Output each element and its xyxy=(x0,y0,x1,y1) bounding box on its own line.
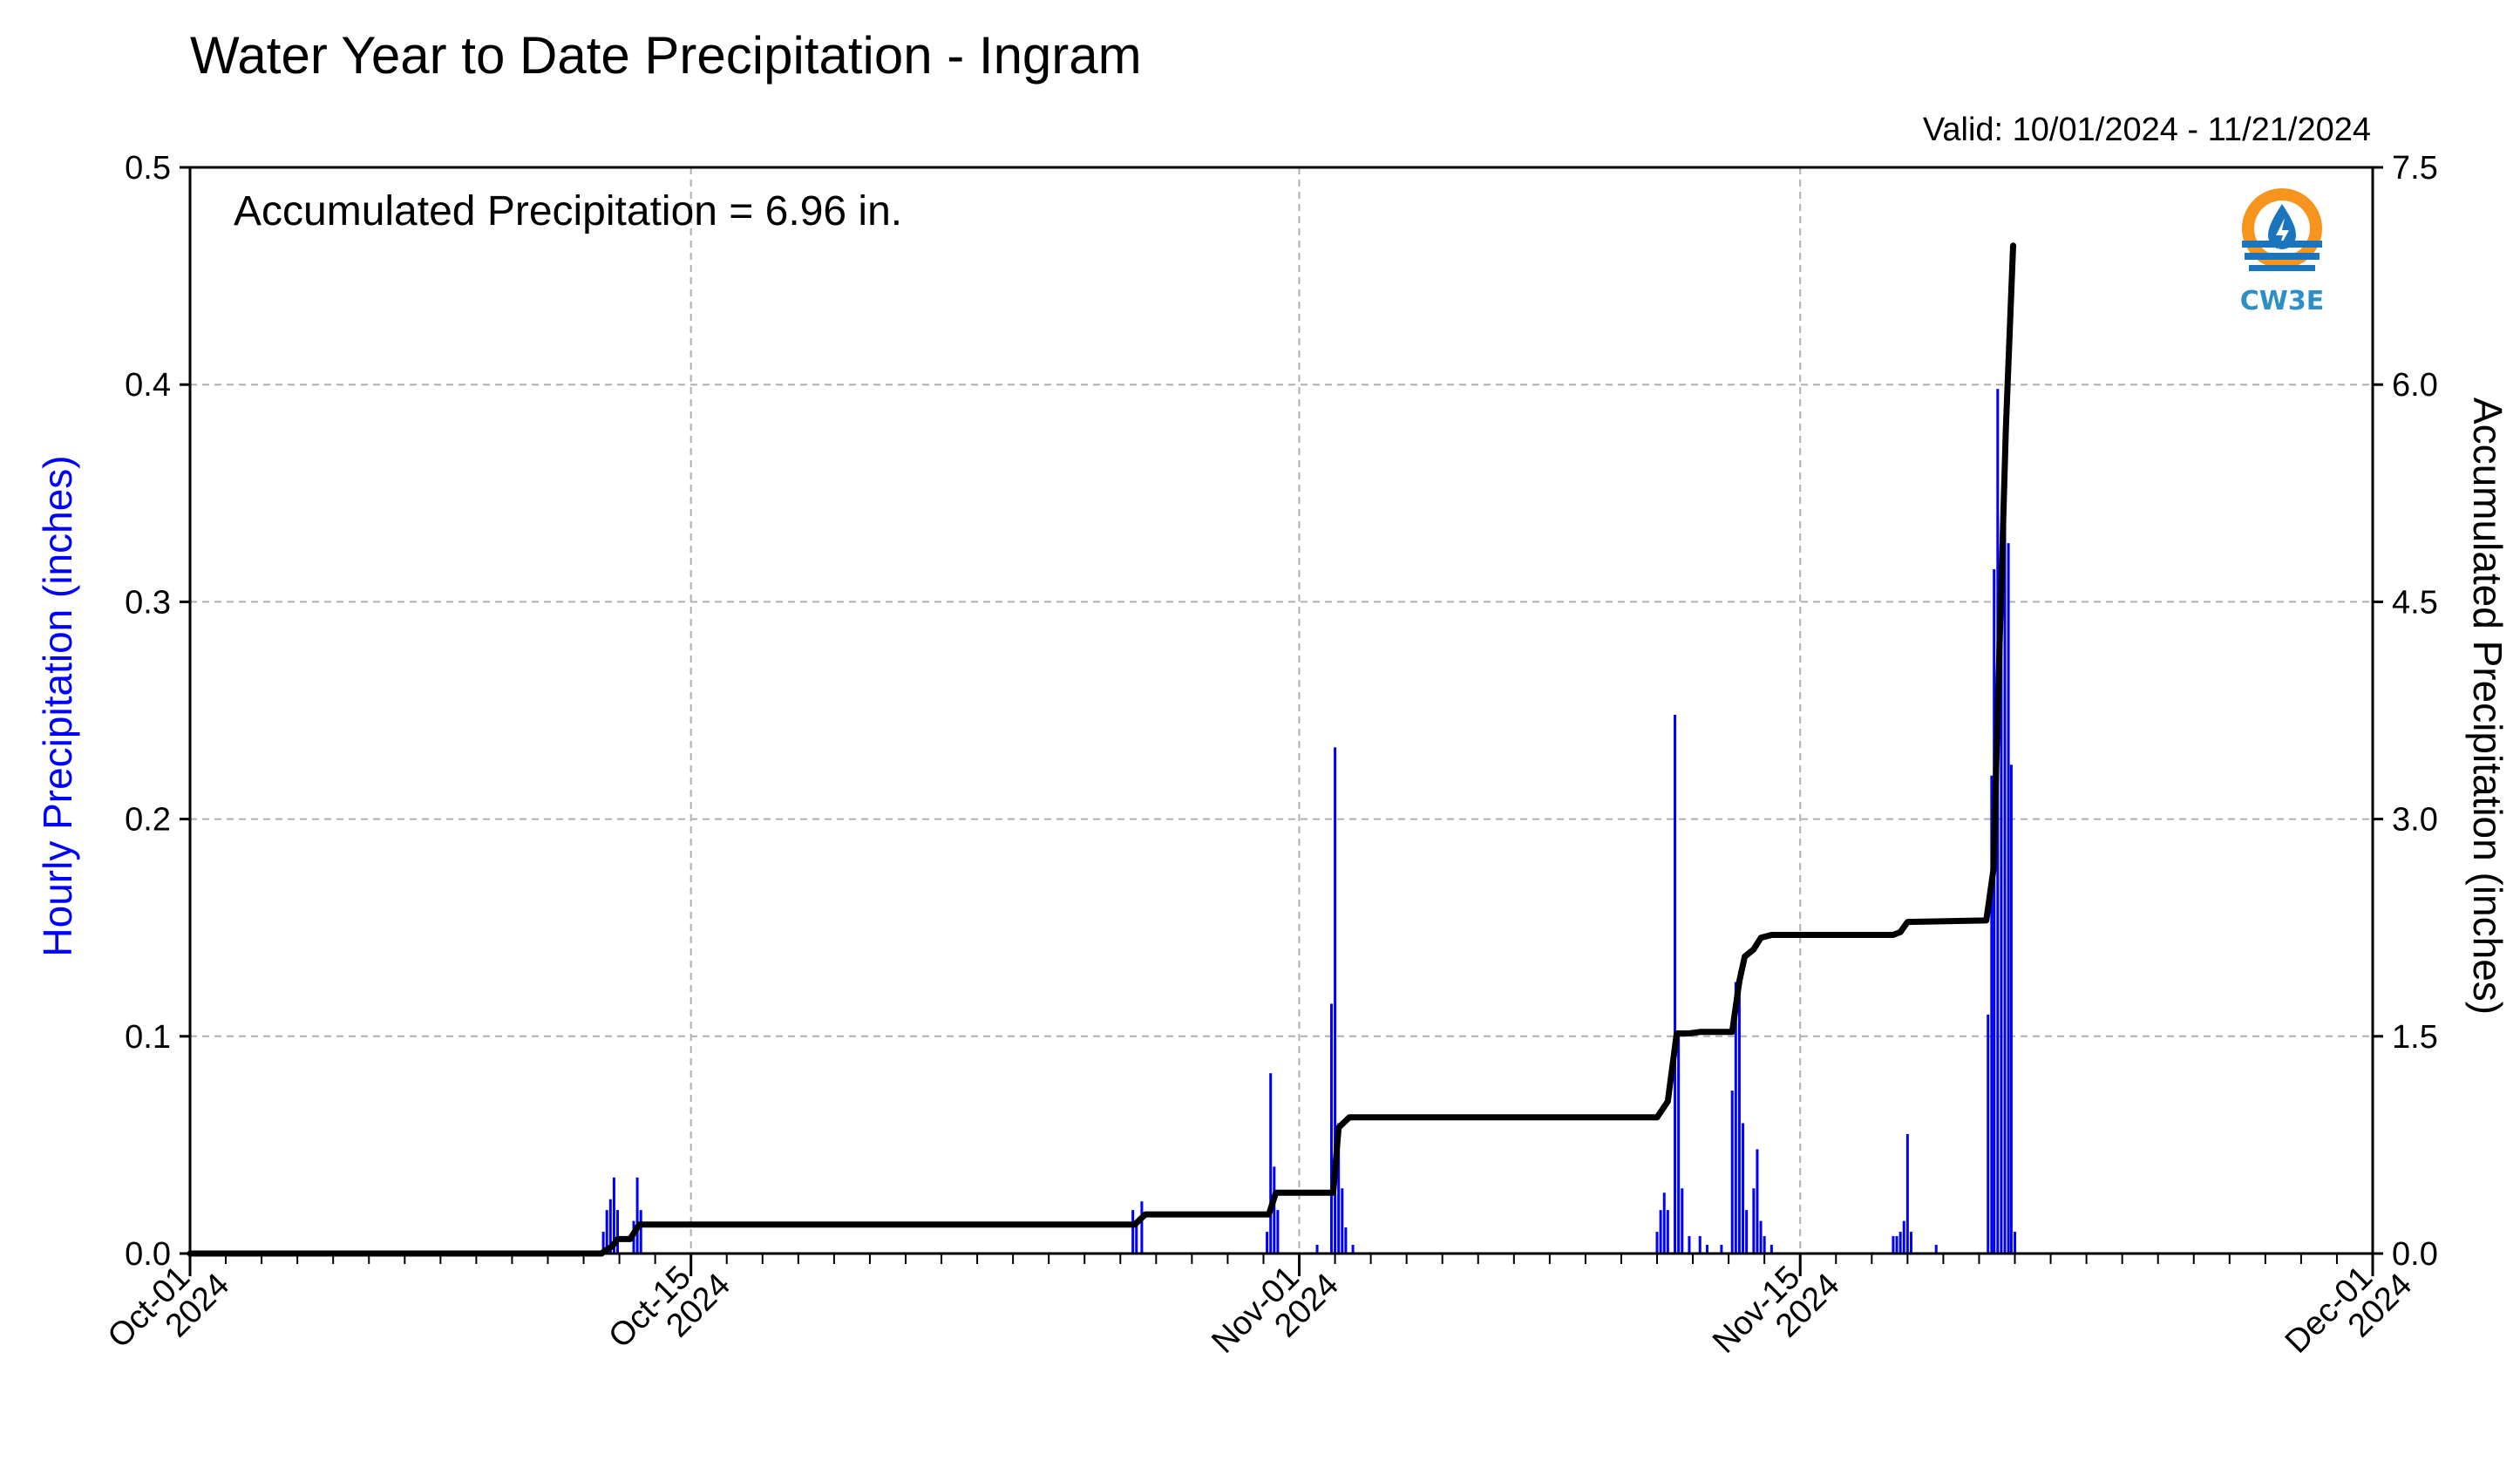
y-right-tick-label: 4.5 xyxy=(2392,584,2438,621)
hourly-bar xyxy=(1905,1133,1909,1254)
hourly-bar xyxy=(2014,1232,2017,1254)
hourly-bar xyxy=(1895,1236,1898,1254)
y-left-tick-label: 0.2 xyxy=(125,802,171,839)
hourly-bar xyxy=(1742,1123,1745,1254)
hourly-bar xyxy=(1720,1245,1723,1254)
hourly-bar xyxy=(1934,1245,1938,1254)
hourly-bar xyxy=(1273,1166,1276,1254)
hourly-bar xyxy=(1745,1210,1749,1254)
hourly-bar xyxy=(1993,569,1996,1254)
hourly-bar xyxy=(1752,1188,1756,1254)
hourly-bar xyxy=(1677,1036,1681,1254)
hourly-bar xyxy=(601,1232,605,1254)
y-right-tick-label: 6.0 xyxy=(2392,367,2438,404)
hourly-bar xyxy=(1698,1236,1702,1254)
hourly-bar xyxy=(1990,775,1994,1254)
y-left-tick-label: 0.4 xyxy=(125,367,171,404)
hourly-bar xyxy=(1759,1220,1763,1254)
hourly-bar xyxy=(1756,1149,1759,1254)
y-left-tick-label: 0.3 xyxy=(125,584,171,621)
grid xyxy=(190,167,2373,1254)
hourly-bar xyxy=(1902,1220,1905,1254)
hourly-bar xyxy=(605,1210,608,1254)
hourly-bar xyxy=(1276,1210,1280,1254)
hourly-bar xyxy=(1655,1232,1659,1254)
logo-bolt-icon xyxy=(2276,218,2289,249)
hourly-bar xyxy=(1266,1232,1269,1254)
hourly-bar xyxy=(2007,543,2010,1254)
hourly-bar xyxy=(612,1177,615,1254)
hourly-bar xyxy=(1763,1236,1766,1254)
chart-title: Water Year to Date Precipitation - Ingra… xyxy=(190,26,1142,85)
logo-wave-1 xyxy=(2242,241,2322,248)
y-right-tick-label: 0.0 xyxy=(2392,1236,2438,1273)
hourly-bar xyxy=(1315,1245,1319,1254)
hourly-bar xyxy=(1329,1003,1333,1254)
cw3e-logo: CW3E xyxy=(2240,188,2324,316)
hourly-bar xyxy=(1737,971,1741,1254)
hourly-bar xyxy=(2000,601,2003,1254)
hourly-bar xyxy=(639,1210,642,1254)
valid-date-range: Valid: 10/01/2024 - 11/21/2024 xyxy=(1923,112,2371,148)
hourly-bar xyxy=(1705,1245,1708,1254)
hourly-bar xyxy=(1898,1232,1902,1254)
accumulated-precipitation-line-group xyxy=(187,242,2016,1257)
y-right-tick-label: 7.5 xyxy=(2392,150,2438,187)
hourly-bar xyxy=(1688,1236,1691,1254)
y-axis-right-label: Accumulated Precipitation (inches) xyxy=(2465,398,2510,1015)
hourly-bar xyxy=(1734,982,1737,1254)
accumulated-total-annotation: Accumulated Precipitation = 6.96 in. xyxy=(234,188,902,234)
hourly-bar xyxy=(1892,1236,1895,1254)
y-left-tick-label: 0.5 xyxy=(125,150,171,187)
hourly-bar xyxy=(1344,1227,1348,1254)
hourly-bar xyxy=(2003,519,2007,1254)
hourly-bar xyxy=(1351,1245,1355,1254)
plot-frame xyxy=(188,166,2374,1255)
y-left-tick-label: 0.1 xyxy=(125,1019,171,1056)
y-axis-left-label: Hourly Precipitation (inches) xyxy=(35,455,80,956)
hourly-precipitation-bars xyxy=(601,389,2017,1254)
hourly-bar xyxy=(1730,1091,1734,1254)
hourly-bar xyxy=(608,1199,612,1254)
hourly-bar xyxy=(1666,1210,1669,1254)
hourly-bar xyxy=(1769,1245,1773,1254)
hourly-bar xyxy=(1341,1188,1344,1254)
hourly-bar xyxy=(1909,1232,1912,1254)
hourly-bar xyxy=(2009,764,2013,1254)
hourly-bar xyxy=(1987,1014,1990,1254)
logo-wave-2 xyxy=(2245,253,2320,260)
hourly-bar xyxy=(635,1177,639,1254)
hourly-bar xyxy=(1662,1193,1666,1254)
y-right-tick-label: 1.5 xyxy=(2392,1019,2438,1056)
logo-wave-3 xyxy=(2249,265,2315,271)
hourly-bar xyxy=(1659,1210,1662,1254)
y-left-tick-label: 0.0 xyxy=(125,1236,171,1273)
hourly-bar xyxy=(1140,1201,1144,1254)
accumulated-precipitation-line xyxy=(187,242,2016,1257)
hourly-bar xyxy=(1674,714,1677,1254)
hourly-bar xyxy=(1337,1123,1341,1254)
hourly-bar xyxy=(1334,747,1337,1254)
hourly-bar xyxy=(616,1210,620,1254)
hourly-bar xyxy=(1135,1220,1138,1254)
y-right-tick-label: 3.0 xyxy=(2392,802,2438,839)
logo-text: CW3E xyxy=(2240,286,2324,316)
hourly-bar xyxy=(1131,1210,1135,1254)
hourly-bar xyxy=(1269,1073,1273,1254)
hourly-bar xyxy=(1681,1188,1684,1254)
